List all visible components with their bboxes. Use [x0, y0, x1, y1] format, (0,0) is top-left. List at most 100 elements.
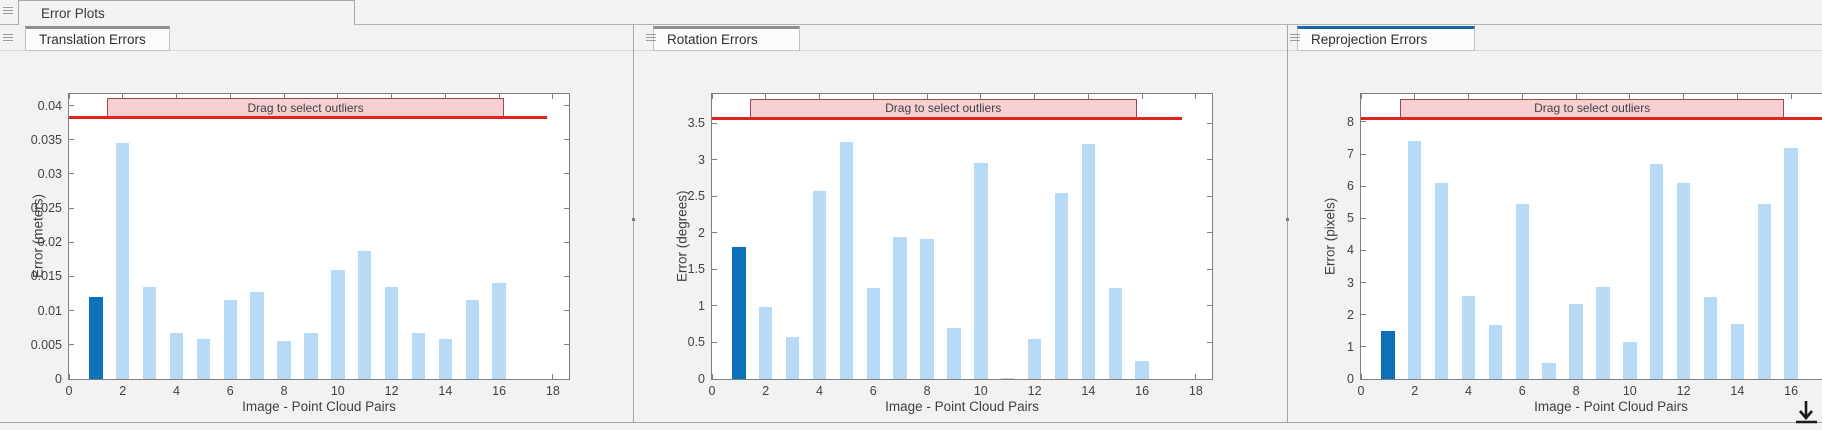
bar[interactable]: [1434, 183, 1449, 379]
bar[interactable]: [893, 236, 907, 379]
bar[interactable]: [384, 286, 399, 379]
x-tick-label: 10: [1622, 384, 1637, 398]
y-tick-label: 0.035: [30, 132, 62, 147]
x-tick-mark: [552, 374, 554, 379]
down-arrow-icon[interactable]: [1791, 398, 1821, 428]
y-tick-label: 7: [1347, 147, 1354, 162]
bar[interactable]: [492, 283, 506, 379]
x-tick-mark: [711, 374, 713, 379]
bar[interactable]: [1408, 141, 1422, 379]
app-tabbar-divider: [0, 24, 1822, 25]
bar[interactable]: [1569, 303, 1583, 379]
x-tick-mark: [1360, 374, 1362, 379]
x-tick-label: 4: [816, 384, 823, 398]
y-tick-label: 0.015: [30, 269, 62, 284]
y-tick-mark: [564, 344, 569, 346]
bar[interactable]: [1081, 143, 1096, 379]
bar[interactable]: [1542, 362, 1556, 379]
tab-rotation-errors[interactable]: Rotation Errors: [653, 26, 800, 51]
x-tick-label: 18: [1188, 384, 1203, 398]
bar[interactable]: [304, 332, 318, 379]
bar[interactable]: [357, 250, 372, 379]
bar[interactable]: [1730, 324, 1745, 379]
outlier-selection-band[interactable]: Drag to select outliers: [1399, 98, 1785, 119]
panel-splitter[interactable]: [632, 25, 635, 422]
highlighted-bar[interactable]: [89, 297, 103, 379]
y-tick-label: 2: [698, 225, 705, 240]
y-tick-mark: [1207, 159, 1212, 161]
bar[interactable]: [223, 299, 237, 379]
bar[interactable]: [866, 287, 880, 379]
outlier-selection-band[interactable]: Drag to select outliers: [106, 98, 505, 118]
bar[interactable]: [250, 292, 264, 379]
tab-reprojection-errors[interactable]: Reprojection Errors: [1297, 26, 1475, 51]
bar[interactable]: [438, 339, 453, 379]
translation-errors-plot: 0 2 4 6 8 10 12 14 16 18 0 0.005 0.01 0.015 0.02 0.025 0…: [31, 93, 570, 398]
bar[interactable]: [1596, 287, 1610, 379]
bar[interactable]: [331, 269, 345, 379]
bar[interactable]: [142, 286, 157, 379]
bar[interactable]: [1027, 338, 1042, 379]
bar[interactable]: [196, 339, 211, 379]
x-tick-mark: [68, 374, 70, 379]
y-tick-mark: [1207, 122, 1212, 124]
bar[interactable]: [169, 333, 184, 379]
bar[interactable]: [1054, 192, 1069, 379]
bar[interactable]: [974, 163, 988, 379]
bar[interactable]: [1757, 203, 1771, 379]
threshold-line: [1361, 116, 1822, 120]
x-tick-mark: [765, 94, 767, 99]
y-tick-label: 1: [698, 298, 705, 313]
tab-translation-errors[interactable]: Translation Errors: [25, 26, 170, 51]
bar[interactable]: [465, 299, 479, 379]
x-tick-mark: [1683, 94, 1685, 99]
y-axis-label-reprojection: Error (pixels): [1322, 197, 1338, 276]
y-tick-label: 6: [1347, 179, 1354, 194]
tab-error-plots[interactable]: Error Plots: [18, 0, 355, 25]
bar[interactable]: [1649, 163, 1664, 379]
bar[interactable]: [1000, 377, 1015, 379]
bar[interactable]: [1515, 203, 1529, 379]
highlighted-bar[interactable]: [732, 247, 746, 379]
panel-grip-icon[interactable]: [646, 32, 656, 45]
bar[interactable]: [1461, 296, 1476, 379]
bar[interactable]: [116, 143, 130, 379]
bar[interactable]: [1108, 287, 1122, 379]
bar[interactable]: [1488, 325, 1503, 379]
y-tick-mark: [1361, 153, 1366, 155]
y-tick-mark: [564, 207, 569, 209]
bar[interactable]: [920, 238, 934, 379]
bar[interactable]: [785, 337, 800, 379]
bar[interactable]: [277, 340, 291, 379]
bar[interactable]: [1135, 360, 1149, 379]
y-tick-label: 1.5: [687, 262, 705, 277]
x-axis-label-reprojection: Image - Point Cloud Pairs: [1534, 399, 1688, 414]
x-tick-mark: [819, 94, 821, 99]
highlighted-bar[interactable]: [1381, 330, 1395, 379]
drag-grip-icon[interactable]: [3, 5, 13, 18]
bar[interactable]: [839, 142, 854, 379]
bar[interactable]: [1676, 183, 1691, 379]
x-tick-label: 2: [1411, 384, 1419, 398]
bar[interactable]: [1623, 342, 1637, 379]
bar[interactable]: [411, 333, 426, 379]
x-axis-label-translation: Image - Point Cloud Pairs: [242, 399, 396, 414]
outlier-selection-band[interactable]: Drag to select outliers: [749, 98, 1137, 119]
bar[interactable]: [812, 191, 827, 379]
bar[interactable]: [947, 327, 961, 379]
x-tick-label: 6: [869, 384, 877, 398]
x-tick-mark: [229, 94, 231, 99]
y-tick-label: 2: [1347, 307, 1354, 322]
x-tick-label: 8: [280, 384, 288, 398]
x-tick-mark: [498, 94, 500, 99]
bar[interactable]: [1784, 147, 1798, 379]
panel-grip-icon[interactable]: [1290, 32, 1300, 45]
y-tick-mark: [69, 207, 74, 209]
y-tick-mark: [564, 105, 569, 107]
bar[interactable]: [759, 307, 773, 379]
bar[interactable]: [1703, 297, 1718, 379]
panel-splitter[interactable]: [1286, 25, 1289, 422]
y-tick-mark: [712, 232, 717, 234]
panel-grip-icon[interactable]: [3, 32, 13, 45]
x-tick-label: 0: [1357, 384, 1365, 398]
